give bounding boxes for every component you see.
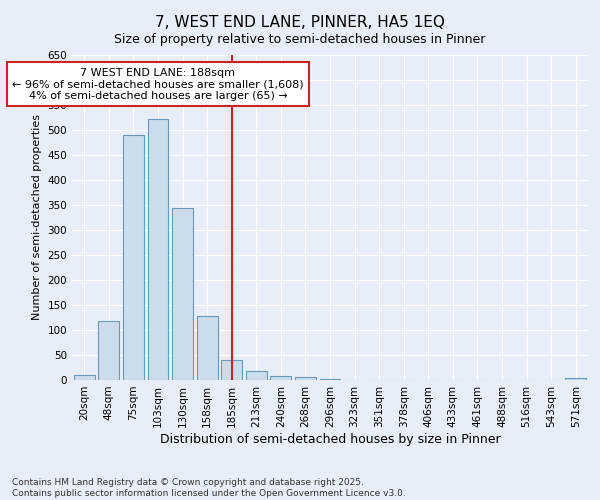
Text: Size of property relative to semi-detached houses in Pinner: Size of property relative to semi-detach… (115, 32, 485, 46)
Bar (148, 119, 169, 380)
Bar (172, 208, 193, 380)
Bar (197, 316, 218, 380)
Bar (221, 360, 242, 380)
Text: 7 WEST END LANE: 188sqm
← 96% of semi-detached houses are smaller (1,608)
4% of : 7 WEST END LANE: 188sqm ← 96% of semi-de… (12, 68, 304, 100)
Bar (98, 321, 119, 380)
Bar (123, 135, 144, 380)
Bar (246, 370, 267, 380)
Bar (295, 376, 316, 380)
Bar (271, 376, 292, 380)
Text: Contains HM Land Registry data © Crown copyright and database right 2025.
Contai: Contains HM Land Registry data © Crown c… (12, 478, 406, 498)
Bar (565, 378, 586, 380)
Bar (320, 379, 340, 380)
Bar (74, 375, 95, 380)
X-axis label: Distribution of semi-detached houses by size in Pinner: Distribution of semi-detached houses by … (160, 432, 500, 446)
Y-axis label: Number of semi-detached properties: Number of semi-detached properties (32, 114, 42, 320)
Text: 7, WEST END LANE, PINNER, HA5 1EQ: 7, WEST END LANE, PINNER, HA5 1EQ (155, 15, 445, 30)
